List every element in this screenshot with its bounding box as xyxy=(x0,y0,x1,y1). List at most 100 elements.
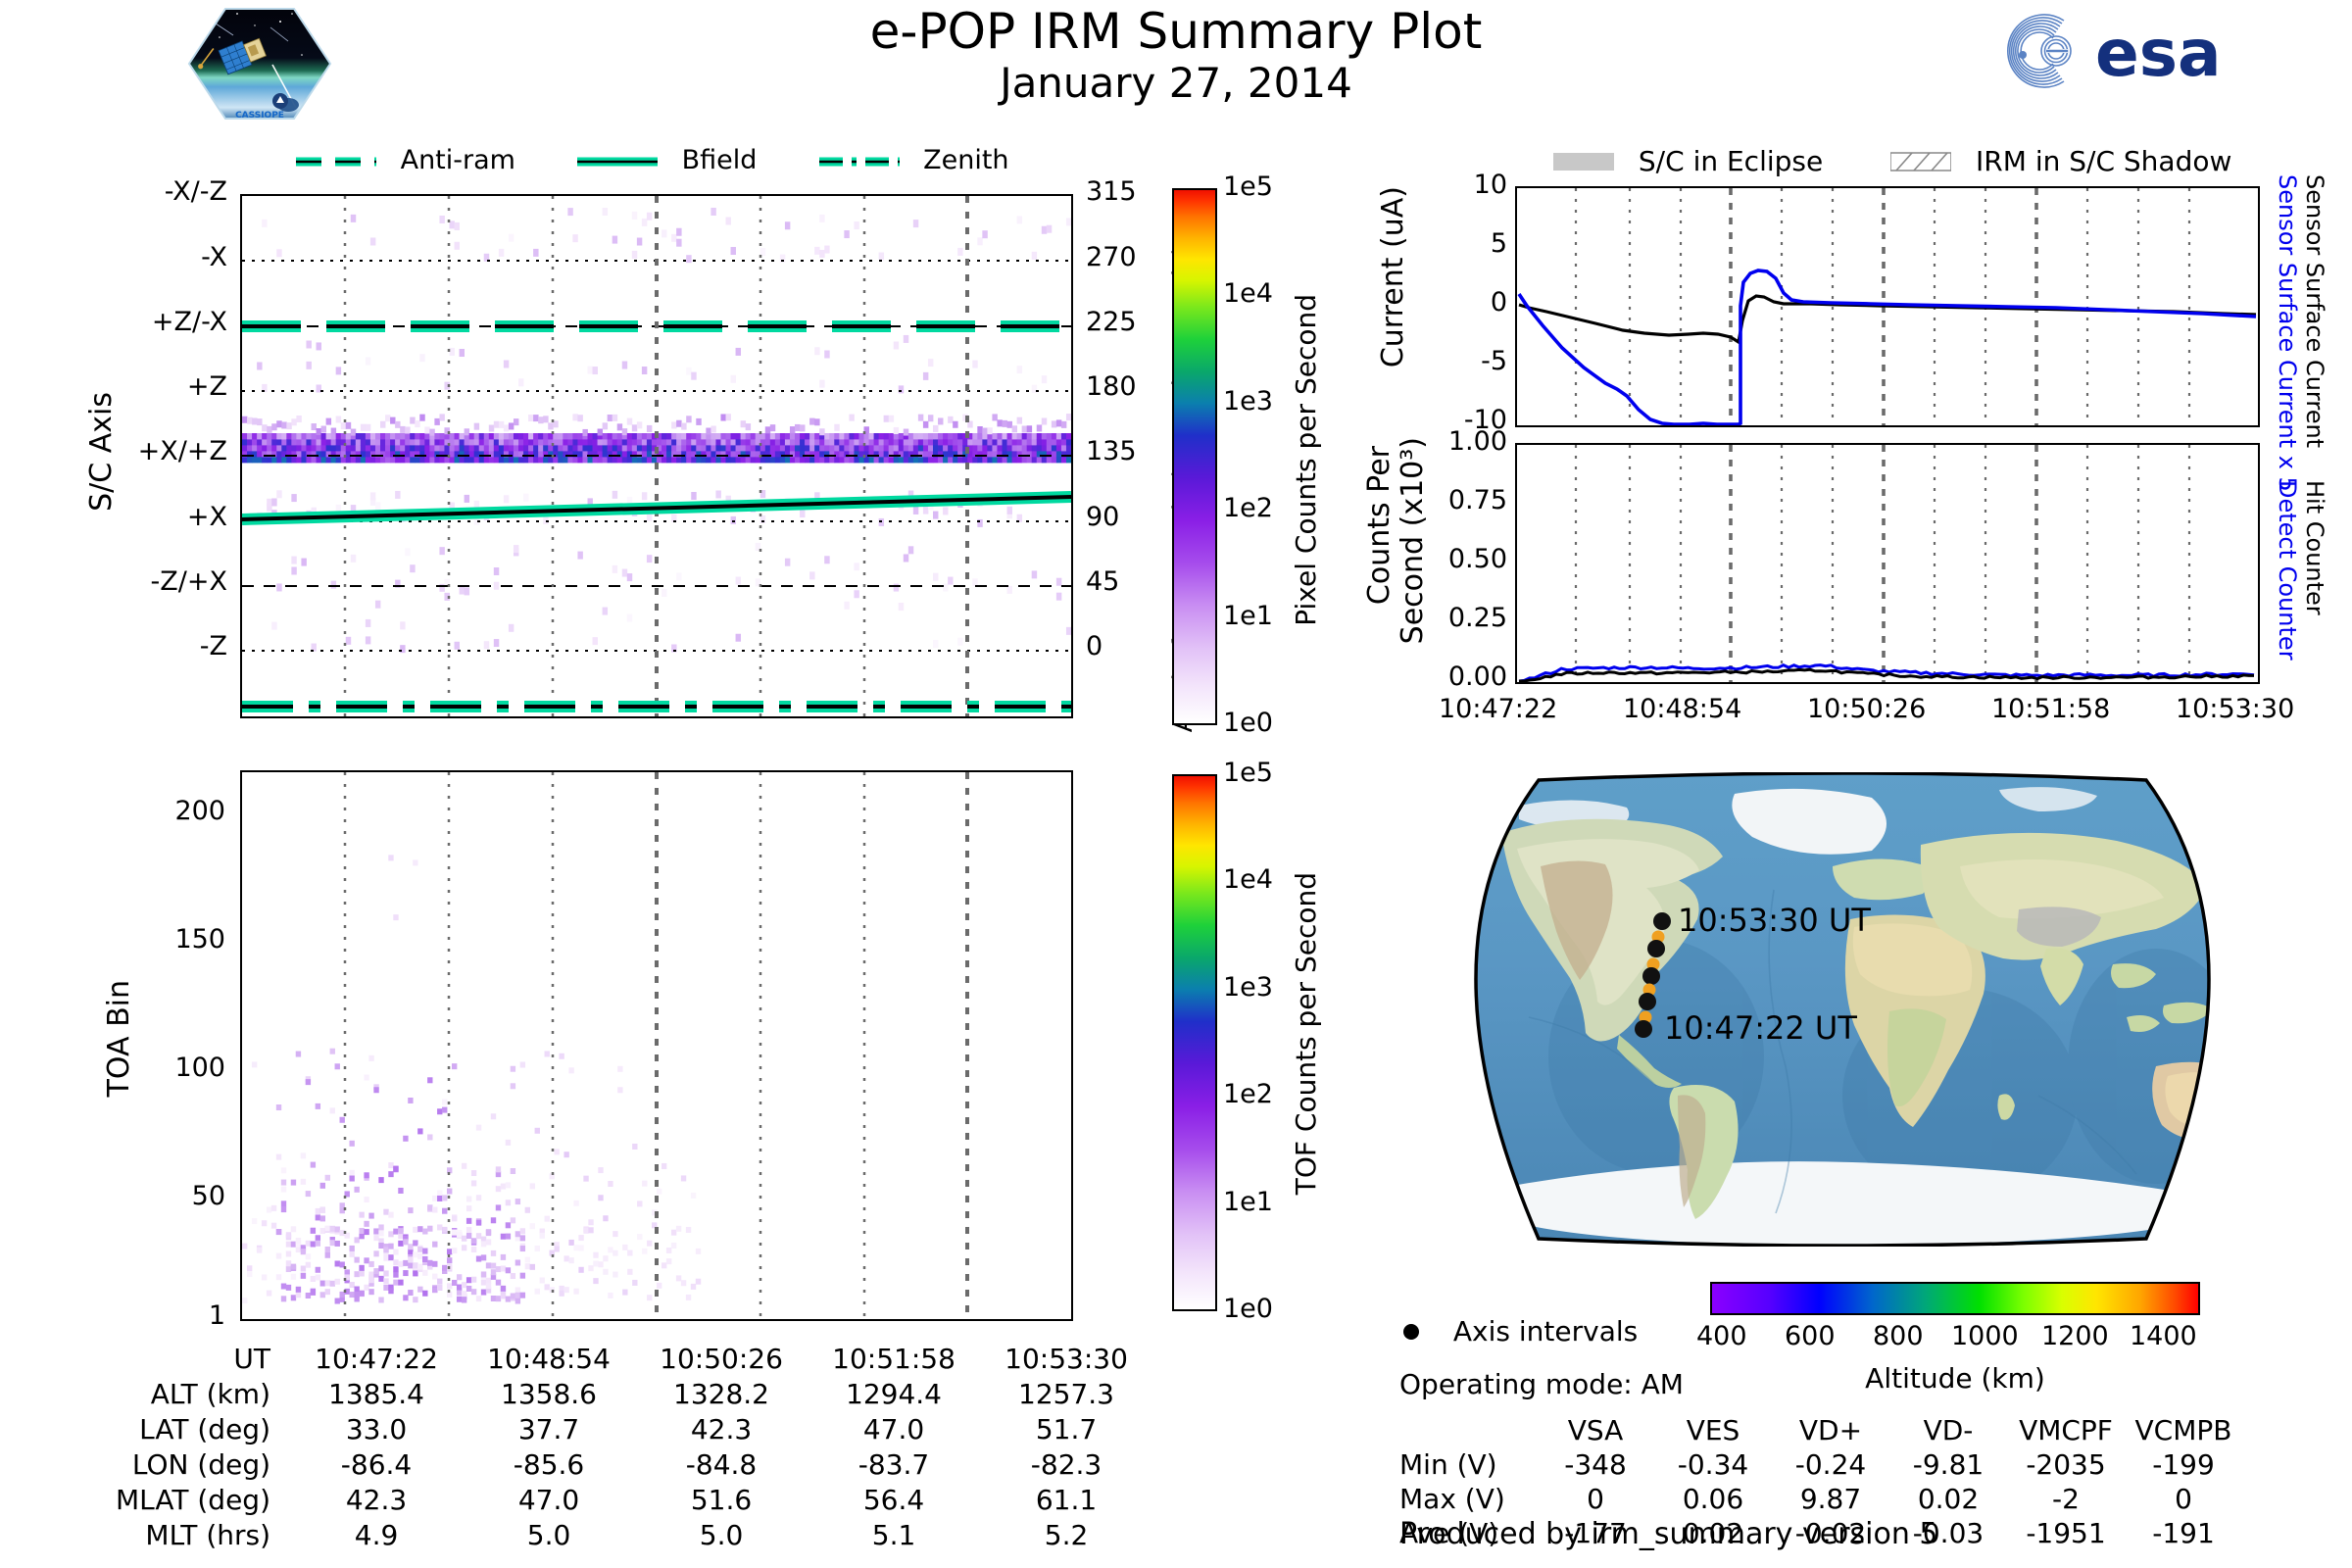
ephemeris-cell: 42.3 xyxy=(690,1413,753,1446)
alt-tick-5: 1400 xyxy=(2130,1321,2197,1351)
counts-ytick-2: 0.50 xyxy=(1447,544,1507,574)
voltage-header-row: VSA VES VD+ VD- VMCPF VCMPB xyxy=(1399,1413,2242,1447)
ytick-right-5: 90 xyxy=(1086,502,1120,532)
current-panel-ylabel: Current (uA) xyxy=(1376,186,1410,368)
legend-label-eclipse: S/C in Eclipse xyxy=(1638,145,1824,178)
angle-left-ticklabels: -X/-Z -X +Z/-X +Z +X/+Z +X -Z/+X -Z xyxy=(118,176,227,718)
counts-xtick-1: 10:48:54 xyxy=(1623,694,1742,724)
ephemeris-table: UT 10:47:22 10:48:54 10:50:26 10:51:58 10:53:… xyxy=(116,1343,1152,1554)
ytick-left-3: +Z xyxy=(186,371,227,402)
current-ytick-1: 5 xyxy=(1490,228,1507,259)
ephemeris-cell: -82.3 xyxy=(1030,1448,1102,1481)
cbar2-tick-3: 1e2 xyxy=(1223,1079,1273,1109)
ephemeris-cell: 42.3 xyxy=(345,1484,408,1516)
ephemeris-cell: 33.0 xyxy=(345,1413,408,1446)
voltage-cell: -0.24 xyxy=(1794,1448,1867,1481)
esa-logo: esa xyxy=(1982,10,2266,91)
counts-ticklabels: 1.00 0.75 0.50 0.25 0.00 xyxy=(1384,426,1507,692)
voltage-cell: -0.02 xyxy=(1794,1517,1867,1549)
voltage-cell: 9.87 xyxy=(1799,1483,1862,1515)
angle-spectrogram-plot xyxy=(240,194,1073,718)
current-ticklabels: 10 5 0 -5 -10 xyxy=(1423,170,1507,435)
eclipse-swatch xyxy=(1553,152,1614,171)
ytick-right-4: 135 xyxy=(1086,436,1137,466)
map-label-start: 10:47:22 UT xyxy=(1664,1009,1857,1047)
cbar1-tick-0: 1e5 xyxy=(1223,172,1273,202)
operating-mode-text: Operating mode: AM xyxy=(1399,1368,1684,1400)
ephemeris-cell: 5.1 xyxy=(871,1519,916,1551)
cbar1-tick-5: 1e0 xyxy=(1223,708,1273,738)
ephemeris-cell: 10:53:30 xyxy=(1004,1343,1128,1375)
voltage-cell: -9.81 xyxy=(1912,1448,1984,1481)
voltage-cell: -2 xyxy=(2052,1483,2080,1515)
current-ytick-4: -10 xyxy=(1463,405,1507,435)
voltage-table: VSA VES VD+ VD- VMCPF VCMPB Min (V) -348 -0.34 -0… xyxy=(1399,1413,2242,1550)
legend-label-bfield: Bfield xyxy=(681,145,758,175)
ephemeris-cell: 47.0 xyxy=(517,1484,580,1516)
ytick-left-7: -Z xyxy=(199,631,227,662)
voltage-cell: -0.03 xyxy=(1912,1517,1984,1549)
current-right-label-black: Sensor Surface Current xyxy=(2301,174,2328,449)
axis-intervals-label: Axis intervals xyxy=(1452,1314,1639,1348)
voltage-cell: 0.02 xyxy=(1917,1483,1980,1515)
toa-ytick-3: 50 xyxy=(191,1181,225,1211)
legend-label-irm-shadow: IRM in S/C Shadow xyxy=(1976,145,2232,178)
ephemeris-cell: 10:47:22 xyxy=(315,1343,438,1375)
ephemeris-cell: 10:48:54 xyxy=(487,1343,611,1375)
counts-ytick-1: 0.75 xyxy=(1447,485,1507,515)
ground-track-map: 10:53:30 UT 10:47:22 UT xyxy=(1411,772,2274,1247)
pixel-counts-colorbar-ticks: 1e5 1e4 1e3 1e2 1e1 1e0 xyxy=(1223,172,1331,738)
voltage-column-header: VMCPF xyxy=(2019,1414,2113,1446)
voltage-cell: -177 xyxy=(1564,1517,1627,1549)
ephemeris-row-label: LON (deg) xyxy=(131,1448,271,1481)
cbar1-tick-4: 1e1 xyxy=(1223,601,1273,631)
anti-ram-line-swatch xyxy=(296,157,376,166)
current-plot xyxy=(1515,186,2260,427)
ephemeris-cell: 4.9 xyxy=(354,1519,399,1551)
voltage-column-header: VCMPB xyxy=(2134,1414,2232,1446)
ytick-right-3: 180 xyxy=(1086,371,1137,402)
counts-xaxis-ticklabels: 10:47:22 10:48:54 10:50:26 10:51:58 10:5… xyxy=(1401,694,2352,733)
cbar2-tick-2: 1e3 xyxy=(1223,972,1273,1003)
counts-xtick-0: 10:47:22 xyxy=(1439,694,1558,724)
esa-logo-text: esa xyxy=(2095,16,2222,90)
detect-counter-trace xyxy=(1518,663,2255,682)
voltage-row-label: Max (V) xyxy=(1399,1483,1505,1515)
ephemeris-row-label: UT xyxy=(233,1343,271,1375)
toa-ticklabels: 200 150 100 50 1 xyxy=(127,770,225,1331)
ephemeris-cell: 37.7 xyxy=(517,1413,580,1446)
current-right-label-blue: Sensor Surface Current x 5 xyxy=(2274,174,2301,492)
ephemeris-cell: 10:51:58 xyxy=(832,1343,956,1375)
ephemeris-cell: 56.4 xyxy=(862,1484,925,1516)
ytick-left-1: -X xyxy=(201,242,227,272)
ytick-left-5: +X xyxy=(186,502,227,532)
alt-tick-4: 1200 xyxy=(2041,1321,2109,1351)
voltage-row: Ave (V) -177 0.02 -0.02 -0.03 -1951 -191 xyxy=(1399,1516,2242,1550)
pixel-counts-colorbar xyxy=(1172,188,1217,725)
voltage-cell: -1951 xyxy=(2026,1517,2106,1549)
ephemeris-cell: -84.8 xyxy=(685,1448,758,1481)
voltage-cell: -199 xyxy=(2152,1448,2215,1481)
voltage-cell: -0.34 xyxy=(1677,1448,1749,1481)
counts-xtick-2: 10:50:26 xyxy=(1807,694,1927,724)
ephemeris-cell: -83.7 xyxy=(858,1448,930,1481)
ytick-left-6: -Z/+X xyxy=(150,566,227,597)
voltage-column-header: VES xyxy=(1686,1414,1740,1446)
ephemeris-cell: 51.7 xyxy=(1035,1413,1098,1446)
toa-spectrogram-plot xyxy=(240,770,1073,1321)
ephemeris-row-label: MLAT (deg) xyxy=(116,1484,271,1516)
cassiope-logo-text: CASSIOPE xyxy=(235,111,284,121)
ytick-left-0: -X/-Z xyxy=(164,176,227,207)
ground-track-points xyxy=(1635,912,1671,1038)
bfield-overlay-line xyxy=(242,491,1071,525)
ephemeris-cell: 61.1 xyxy=(1035,1484,1098,1516)
cbar1-tick-2: 1e3 xyxy=(1223,386,1273,416)
ephemeris-cell: 1257.3 xyxy=(1018,1378,1114,1410)
altitude-colorbar-label: Altitude (km) xyxy=(1865,1362,2045,1395)
produced-by-footer: Produced by irm_summary version 5 xyxy=(1399,1517,1938,1551)
voltage-cell: -2035 xyxy=(2026,1448,2106,1481)
ephemeris-cell: 51.6 xyxy=(690,1484,753,1516)
zenith-line-swatch xyxy=(818,157,900,166)
voltage-cell: -191 xyxy=(2152,1517,2215,1549)
alt-tick-1: 600 xyxy=(1785,1321,1836,1351)
